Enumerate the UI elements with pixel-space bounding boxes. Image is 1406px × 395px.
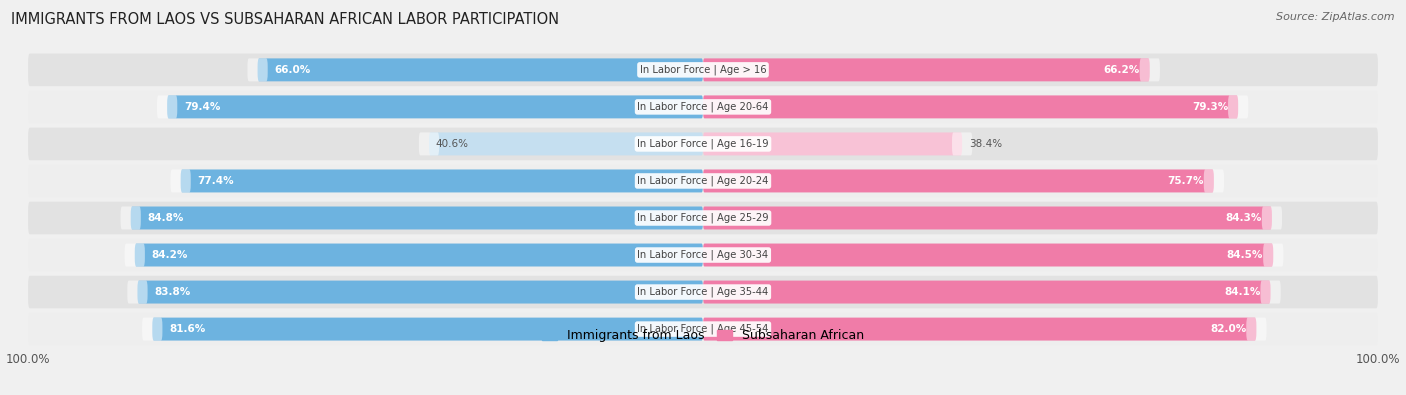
Text: In Labor Force | Age 20-64: In Labor Force | Age 20-64 (637, 102, 769, 112)
FancyBboxPatch shape (429, 132, 703, 155)
Text: 82.0%: 82.0% (1211, 324, 1246, 334)
Text: 84.5%: 84.5% (1227, 250, 1263, 260)
FancyBboxPatch shape (703, 169, 1213, 192)
FancyBboxPatch shape (28, 313, 1378, 345)
FancyBboxPatch shape (157, 96, 177, 118)
FancyBboxPatch shape (28, 128, 1378, 160)
FancyBboxPatch shape (1227, 96, 1249, 118)
Text: In Labor Force | Age > 16: In Labor Force | Age > 16 (640, 65, 766, 75)
Text: In Labor Force | Age 30-34: In Labor Force | Age 30-34 (637, 250, 769, 260)
FancyBboxPatch shape (28, 54, 1378, 86)
FancyBboxPatch shape (703, 58, 1150, 81)
Text: In Labor Force | Age 45-54: In Labor Force | Age 45-54 (637, 324, 769, 334)
Text: IMMIGRANTS FROM LAOS VS SUBSAHARAN AFRICAN LABOR PARTICIPATION: IMMIGRANTS FROM LAOS VS SUBSAHARAN AFRIC… (11, 12, 560, 27)
FancyBboxPatch shape (703, 280, 1271, 303)
FancyBboxPatch shape (247, 58, 267, 81)
FancyBboxPatch shape (1263, 244, 1284, 267)
Text: In Labor Force | Age 16-19: In Labor Force | Age 16-19 (637, 139, 769, 149)
Text: In Labor Force | Age 25-29: In Labor Force | Age 25-29 (637, 213, 769, 223)
Text: 83.8%: 83.8% (155, 287, 191, 297)
Text: In Labor Force | Age 20-24: In Labor Force | Age 20-24 (637, 176, 769, 186)
FancyBboxPatch shape (703, 318, 1257, 340)
FancyBboxPatch shape (1246, 318, 1267, 340)
Text: 77.4%: 77.4% (197, 176, 235, 186)
Text: 79.3%: 79.3% (1192, 102, 1227, 112)
Text: 84.1%: 84.1% (1225, 287, 1260, 297)
FancyBboxPatch shape (703, 244, 1274, 267)
FancyBboxPatch shape (167, 96, 703, 118)
FancyBboxPatch shape (703, 132, 962, 155)
FancyBboxPatch shape (28, 276, 1378, 308)
FancyBboxPatch shape (125, 244, 145, 267)
Text: 84.8%: 84.8% (148, 213, 184, 223)
Text: 38.4%: 38.4% (969, 139, 1002, 149)
FancyBboxPatch shape (135, 244, 703, 267)
Text: 40.6%: 40.6% (436, 139, 468, 149)
Text: Source: ZipAtlas.com: Source: ZipAtlas.com (1277, 12, 1395, 22)
Text: In Labor Force | Age 35-44: In Labor Force | Age 35-44 (637, 287, 769, 297)
FancyBboxPatch shape (1204, 169, 1225, 192)
FancyBboxPatch shape (152, 318, 703, 340)
FancyBboxPatch shape (1261, 207, 1282, 229)
Text: 84.2%: 84.2% (152, 250, 188, 260)
FancyBboxPatch shape (170, 169, 191, 192)
FancyBboxPatch shape (419, 132, 439, 155)
Text: 84.3%: 84.3% (1226, 213, 1261, 223)
FancyBboxPatch shape (1140, 58, 1160, 81)
FancyBboxPatch shape (28, 239, 1378, 271)
FancyBboxPatch shape (703, 207, 1272, 229)
FancyBboxPatch shape (703, 96, 1239, 118)
Legend: Immigrants from Laos, Subsaharan African: Immigrants from Laos, Subsaharan African (537, 324, 869, 347)
Text: 79.4%: 79.4% (184, 102, 221, 112)
FancyBboxPatch shape (180, 169, 703, 192)
FancyBboxPatch shape (128, 280, 148, 303)
FancyBboxPatch shape (28, 165, 1378, 197)
FancyBboxPatch shape (952, 132, 973, 155)
FancyBboxPatch shape (142, 318, 163, 340)
FancyBboxPatch shape (257, 58, 703, 81)
FancyBboxPatch shape (28, 202, 1378, 234)
Text: 81.6%: 81.6% (169, 324, 205, 334)
Text: 66.0%: 66.0% (274, 65, 311, 75)
FancyBboxPatch shape (131, 207, 703, 229)
FancyBboxPatch shape (138, 280, 703, 303)
FancyBboxPatch shape (1260, 280, 1281, 303)
Text: 75.7%: 75.7% (1167, 176, 1204, 186)
Text: 66.2%: 66.2% (1104, 65, 1140, 75)
FancyBboxPatch shape (28, 90, 1378, 123)
FancyBboxPatch shape (121, 207, 141, 229)
